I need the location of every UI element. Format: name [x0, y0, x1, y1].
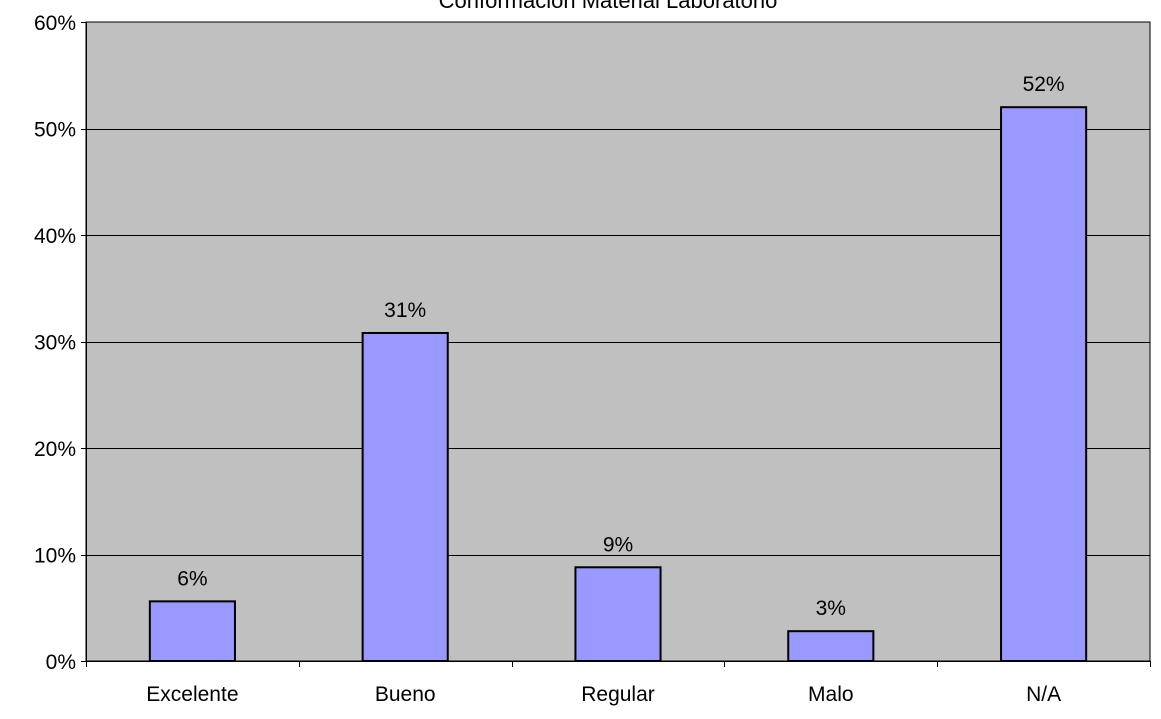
x-tick-label: Regular — [581, 683, 655, 706]
data-label: 52% — [1023, 73, 1065, 96]
data-label: 31% — [384, 299, 426, 322]
chart-title: Conformación Material Laboratorio — [439, 0, 778, 13]
data-label: 6% — [177, 567, 207, 590]
x-tick-label: Excelente — [146, 683, 238, 706]
y-tick-label: 0% — [46, 651, 76, 674]
x-tick-label: Bueno — [375, 683, 436, 706]
bar-n-a — [1001, 107, 1086, 661]
x-tick-label: N/A — [1026, 683, 1061, 706]
x-tick-label: Malo — [808, 683, 854, 706]
y-tick-label: 10% — [34, 545, 76, 568]
y-tick-label: 60% — [34, 12, 76, 35]
data-label: 9% — [603, 533, 633, 556]
y-tick-label: 40% — [34, 225, 76, 248]
bar-bueno — [363, 333, 448, 661]
data-label: 3% — [816, 597, 846, 620]
bar-regular — [575, 567, 660, 661]
bar-malo — [788, 631, 873, 661]
y-tick-label: 30% — [34, 332, 76, 355]
y-tick-label: 20% — [34, 438, 76, 461]
bar-excelente — [150, 601, 235, 661]
y-tick-label: 50% — [34, 119, 76, 142]
plot-area — [86, 22, 1150, 661]
